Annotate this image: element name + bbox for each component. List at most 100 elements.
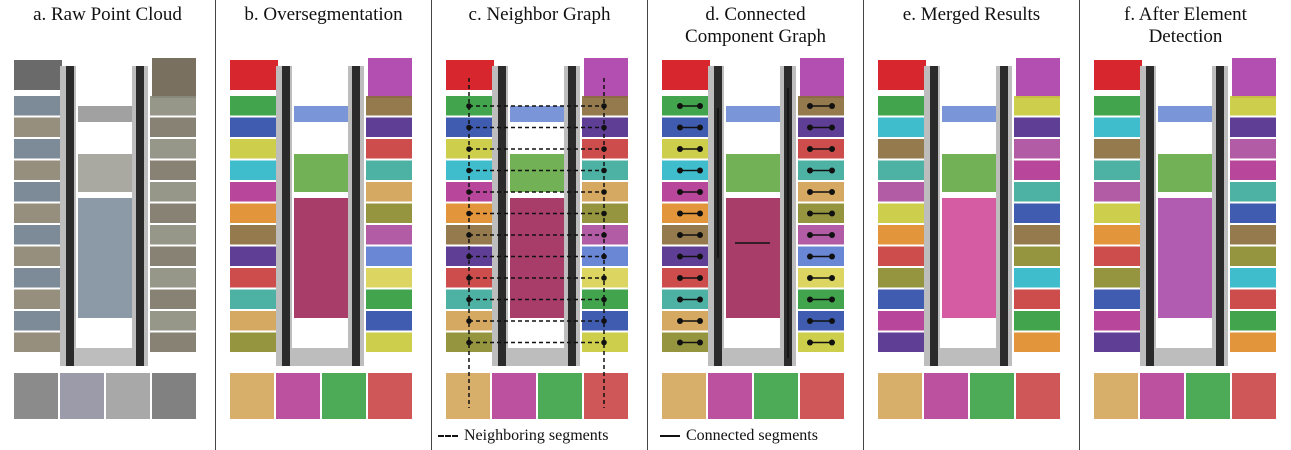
room	[322, 373, 366, 419]
room	[1094, 311, 1140, 331]
room	[150, 117, 196, 137]
graph-node	[677, 146, 683, 152]
graph-node	[697, 146, 703, 152]
room-block	[446, 60, 494, 90]
graph-node	[829, 167, 835, 174]
graph-node	[697, 103, 703, 109]
panel-divider	[863, 0, 864, 450]
room	[14, 373, 58, 419]
room	[230, 225, 276, 245]
room	[538, 373, 582, 419]
room	[230, 268, 276, 288]
room	[1014, 160, 1060, 180]
room	[366, 96, 412, 116]
room	[1230, 203, 1276, 223]
room	[14, 289, 60, 309]
room	[1094, 246, 1140, 266]
room	[230, 96, 276, 116]
graph-node	[807, 253, 813, 260]
panel-title: e. Merged Results	[902, 4, 1041, 25]
room	[366, 117, 412, 137]
central-hall	[942, 198, 996, 318]
graph-node	[677, 124, 683, 131]
central-hall	[1158, 198, 1212, 318]
floorplan-neighbor-graph	[446, 58, 628, 419]
corridor	[60, 348, 148, 366]
room-block	[152, 58, 196, 98]
room-block	[230, 60, 278, 90]
central-hall-upper	[510, 154, 564, 192]
graph-node	[697, 275, 703, 281]
room	[1094, 117, 1140, 137]
room	[1094, 182, 1140, 202]
room	[230, 246, 276, 266]
central-hall	[726, 198, 780, 318]
room-block	[14, 60, 62, 90]
room	[150, 160, 196, 180]
room	[14, 246, 60, 266]
room	[230, 160, 276, 180]
panel-neighbor-graph: c. Neighbor Graph Neighboring segments	[432, 0, 647, 450]
graph-node	[601, 275, 607, 281]
central-hall-upper	[78, 154, 132, 192]
room	[1230, 289, 1276, 309]
graph-node	[829, 253, 835, 260]
graph-node	[807, 232, 813, 238]
room	[366, 268, 412, 288]
room-block	[368, 58, 412, 98]
room	[1014, 246, 1060, 266]
floorplan-merged-results	[878, 58, 1060, 419]
corridor	[276, 348, 364, 366]
room	[1094, 203, 1140, 223]
graph-node	[677, 253, 683, 260]
room	[878, 289, 924, 309]
room	[878, 311, 924, 331]
graph-node	[677, 232, 683, 238]
room	[60, 373, 104, 419]
central-hall	[510, 198, 564, 318]
room	[878, 203, 924, 223]
graph-node	[466, 318, 472, 324]
floorplan-after-element-detection	[1094, 58, 1276, 419]
corridor	[1140, 348, 1228, 366]
room	[1094, 160, 1140, 180]
room	[150, 311, 196, 331]
room	[1014, 225, 1060, 245]
panel-connected-component-graph: d. Connected Component Graph Connected s…	[648, 0, 863, 450]
room	[1186, 373, 1230, 419]
room	[14, 139, 60, 159]
panel-title: c. Neighbor Graph	[468, 4, 611, 25]
graph-node	[601, 339, 607, 346]
panel-divider	[647, 0, 648, 450]
panel-title: b. Oversegmentation	[244, 4, 403, 25]
graph-node	[466, 339, 472, 346]
room	[366, 203, 412, 223]
room	[1230, 160, 1276, 180]
wall	[352, 66, 360, 366]
room	[150, 332, 196, 352]
wall	[568, 66, 576, 366]
graph-node	[677, 275, 683, 281]
room	[1094, 373, 1138, 419]
graph-node	[807, 146, 813, 152]
room	[366, 289, 412, 309]
graph-node	[697, 232, 703, 238]
graph-node	[697, 318, 703, 324]
room	[366, 225, 412, 245]
room-block	[1232, 58, 1276, 98]
room	[1094, 139, 1140, 159]
legend-connected-label: Connected segments	[686, 427, 818, 444]
wall	[66, 66, 74, 366]
floorplan-raw-point-cloud	[14, 58, 196, 419]
room	[1014, 117, 1060, 137]
room	[366, 246, 412, 266]
dashed-line-icon	[438, 435, 458, 438]
graph-node	[677, 318, 683, 324]
room	[230, 289, 276, 309]
room	[150, 96, 196, 116]
graph-node	[829, 275, 835, 281]
room	[230, 182, 276, 202]
room	[754, 373, 798, 419]
room	[1140, 373, 1184, 419]
graph-node	[697, 189, 703, 195]
